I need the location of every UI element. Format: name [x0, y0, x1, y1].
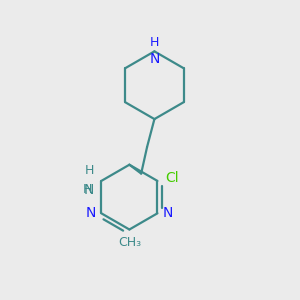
Text: N: N	[149, 52, 160, 66]
Text: CH₃: CH₃	[118, 236, 141, 249]
Text: H: H	[83, 183, 92, 196]
Text: N: N	[84, 183, 94, 197]
Text: H: H	[85, 164, 94, 177]
Text: N: N	[163, 206, 173, 220]
Text: H: H	[150, 36, 159, 49]
Text: Cl: Cl	[165, 171, 178, 185]
Text: N: N	[86, 206, 96, 220]
